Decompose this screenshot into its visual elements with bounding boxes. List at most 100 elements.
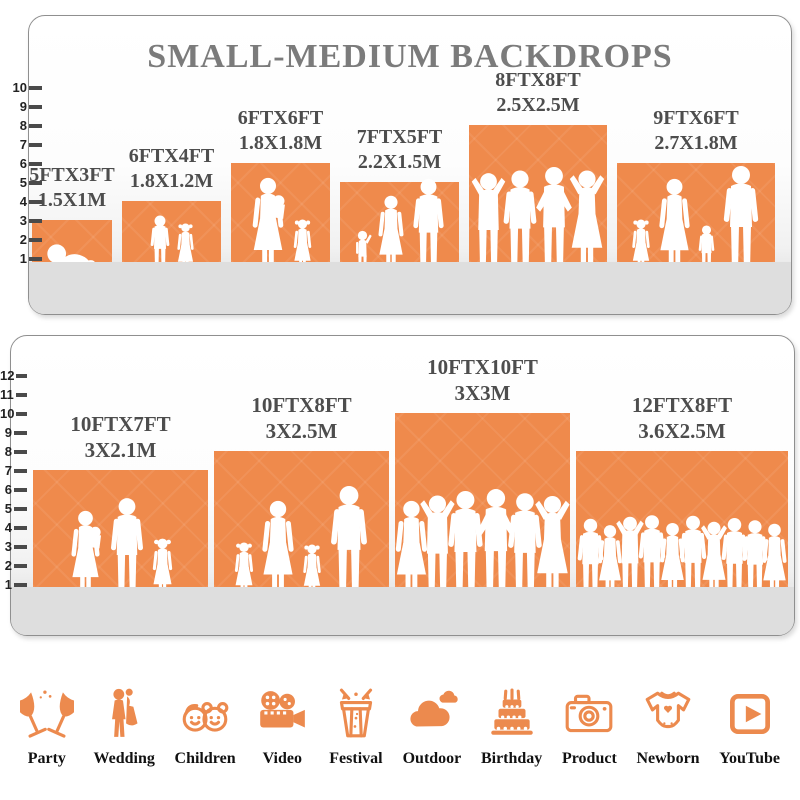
floor-strip [29, 262, 791, 314]
backdrop-bar-10ftx7ft: 10FTX7FT 3X2.1M [33, 412, 208, 599]
bar-size-ft: 10FTX7FT [70, 411, 171, 436]
bar-size-m: 1.8X1.2M [129, 170, 214, 192]
bar-size-label: 9FTX6FT 2.7X1.8M [653, 106, 739, 156]
ruler-tick-label: 2 [19, 232, 27, 247]
ruler-tick-label: 11 [0, 387, 14, 402]
bar-size-m: 1.5X1M [37, 189, 107, 211]
woman-silhouette [762, 523, 787, 598]
silhouette-group [231, 485, 373, 600]
backdrop-bar-6ftx6ft: 6FTX6FT 1.8X1.8M [231, 107, 330, 274]
ruler-tick-label: 2 [4, 558, 12, 573]
ruler-tick-10: 10 [0, 407, 27, 420]
ruler-tick-mark [16, 411, 27, 416]
backdrop-bar-9ftx6ft: 9FTX6FT 2.7X1.8M [617, 107, 775, 274]
bar-size-label: 10FTX8FT 3X2.5M [251, 392, 351, 445]
bar-size-label: 6FTX4FT 1.8X1.2M [129, 144, 215, 194]
category-outdoor: Outdoor [402, 687, 462, 768]
bar-size-ft: 8FTX8FT [495, 69, 581, 91]
birthday-icon [490, 688, 533, 735]
video-icon [260, 691, 306, 728]
man-hips-silhouette [535, 166, 572, 273]
bar-size-label: 7FTX5FT 2.2X1.5M [357, 125, 443, 175]
ruler-tick-mark [14, 544, 27, 549]
category-party: Party [19, 687, 74, 768]
category-label: Festival [329, 750, 383, 767]
backdrop-bar-7ftx5ft: 7FTX5FT 2.2X1.5M [340, 126, 459, 274]
bar-size-m: 3X2.1M [84, 437, 157, 462]
ruler-tick-9: 9 [0, 99, 42, 114]
ruler-tick-mark [29, 142, 42, 147]
ruler-tick-8: 8 [0, 444, 27, 459]
man-up-silhouette [471, 173, 506, 272]
ruler-tick-7: 7 [0, 464, 27, 477]
man-up-silhouette [420, 495, 455, 597]
bar-size-ft: 10FTX8FT [251, 392, 352, 417]
ruler-tick-8: 8 [0, 118, 42, 133]
bar-size-ft: 6FTX6FT [237, 107, 324, 129]
silhouette-group [471, 166, 605, 275]
ruler-tick-label: 7 [19, 137, 27, 152]
woman-silhouette [395, 500, 428, 598]
silhouette-group [65, 497, 176, 600]
ruler-tick-label: 5 [19, 175, 27, 190]
ruler-tick-6: 6 [0, 157, 42, 170]
silhouette-group [395, 488, 570, 600]
man-silhouette [110, 498, 143, 597]
ruler-tick-6: 6 [0, 483, 27, 496]
ruler-tick-label: 1 [4, 577, 12, 592]
silhouette-group [246, 177, 315, 275]
ruler-tick-1: 1 [0, 577, 27, 592]
ruler-tick-4: 4 [0, 195, 42, 208]
bar-size-m: 1.8X1.8M [238, 132, 323, 154]
ruler-tick-mark [16, 373, 27, 378]
category-label: Party [27, 750, 66, 767]
ruler-tick-12: 12 [0, 369, 27, 382]
ruler-tick-mark [29, 256, 42, 261]
ruler-tick-label: 3 [4, 539, 12, 554]
category-label: Birthday [480, 750, 543, 767]
ruler-tick-mark [29, 218, 42, 223]
youtube-icon [729, 694, 770, 734]
ruler-tick-mark [14, 582, 27, 587]
wedding-icon [112, 688, 138, 737]
ruler-tick-1: 1 [0, 252, 42, 265]
floor-strip [11, 587, 794, 635]
ruler-tick-label: 8 [19, 118, 27, 133]
ruler-tick-mark [14, 487, 27, 492]
man-up-silhouette [616, 516, 644, 598]
ruler-tick-5: 5 [0, 501, 27, 516]
bar-size-ft: 7FTX5FT [356, 126, 443, 148]
ruler-tick-mark [29, 104, 42, 109]
bar-size-label: 8FTX8FT 2.5X2.5M [495, 68, 581, 118]
man-silhouette [503, 170, 537, 272]
bar-size-ft: 10FTX10FT [427, 354, 538, 379]
bar-group-top: 5FTX3FT 1.5X1M 6FTX4FT 1.8X1.2M 6FTX6FT 1.8X1… [29, 69, 791, 274]
ruler-tick-mark [14, 449, 27, 454]
ruler-tick-9: 9 [0, 426, 27, 439]
ruler-tick-mark [14, 506, 27, 511]
ruler-tick-7: 7 [0, 137, 42, 152]
ruler-tick-mark [14, 430, 27, 435]
ruler-tick-4: 4 [0, 521, 27, 534]
category-label: Outdoor [402, 750, 462, 767]
backdrop-bar-6ftx4ft: 6FTX4FT 1.8X1.2M [122, 145, 221, 274]
man-silhouette [723, 166, 759, 272]
woman-baby-silhouette [252, 177, 285, 273]
woman-up-silhouette [535, 495, 570, 598]
man-silhouette [448, 491, 484, 597]
bar-size-m: 3X3M [454, 380, 511, 405]
woman-silhouette [659, 178, 690, 273]
category-wedding: Wedding [94, 687, 155, 768]
ruler-tick-label: 5 [4, 501, 12, 516]
ruler-tick-label: 8 [4, 444, 12, 459]
category-label: Wedding [93, 750, 155, 767]
ruler-tick-label: 3 [19, 213, 27, 228]
ruler-tick-label: 9 [19, 99, 27, 114]
man-silhouette [412, 178, 444, 273]
bar-size-m: 2.5X2.5M [496, 94, 580, 116]
silhouette-group [628, 165, 764, 275]
ruler-tick-11: 11 [0, 387, 27, 402]
bar-size-label: 5FTX3FT 1.5X1M [29, 163, 115, 213]
ruler-tick-mark [15, 392, 27, 397]
category-festival: Festival [329, 687, 383, 768]
